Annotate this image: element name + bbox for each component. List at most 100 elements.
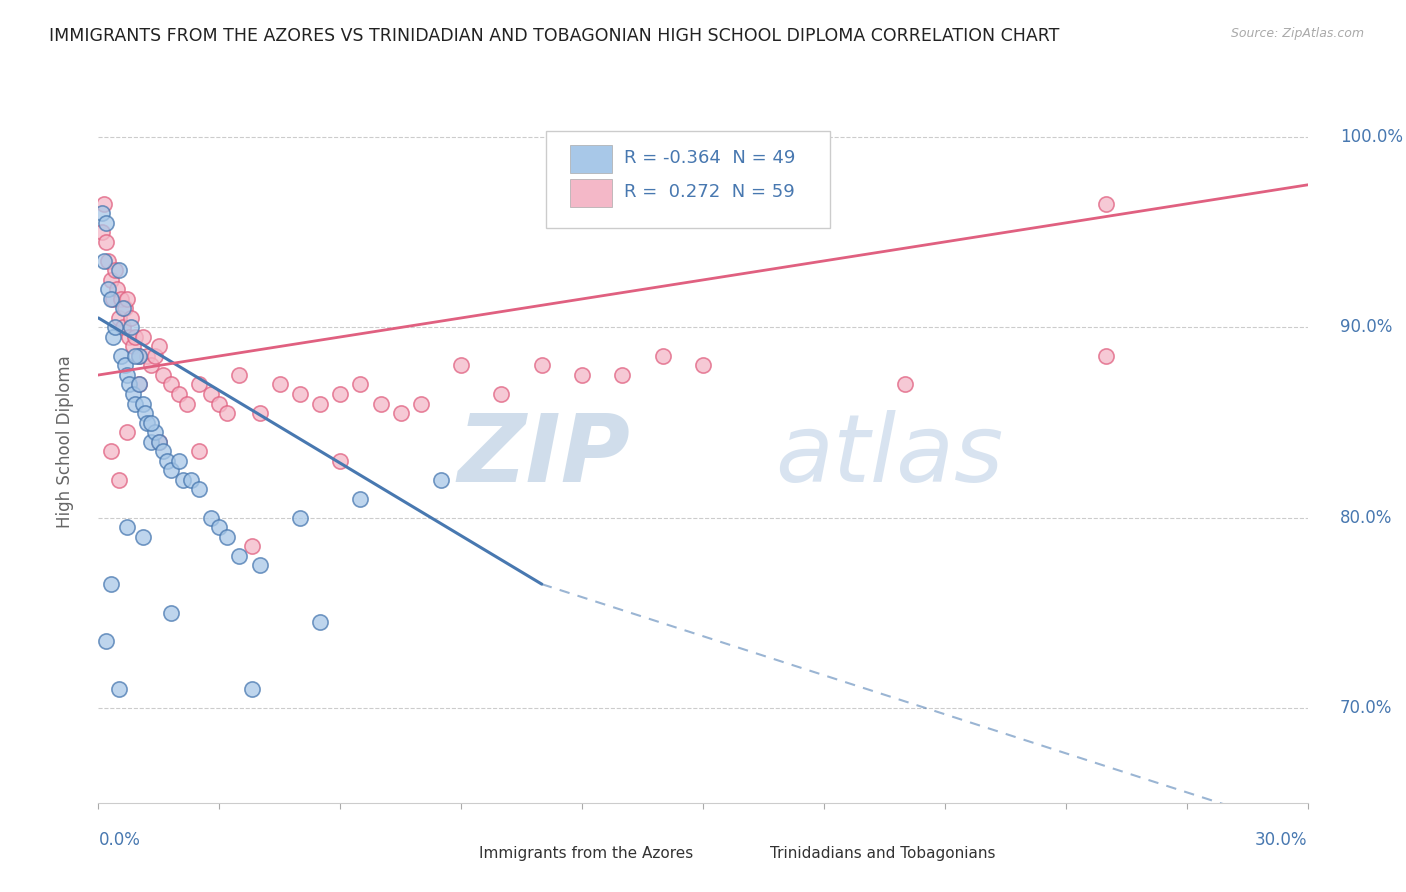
Point [167,453,190,467]
Point [91,226,114,240]
Point [101,330,124,344]
Point [1095,197,1118,211]
Point [349,377,371,392]
Text: 70.0%: 70.0% [1340,698,1392,717]
Point [132,396,155,410]
Text: R =  0.272  N = 59: R = 0.272 N = 59 [624,183,796,202]
Point [100,273,122,287]
Text: 90.0%: 90.0% [1340,318,1392,336]
Point [156,453,179,467]
Point [107,681,129,696]
Point [269,377,291,392]
Point [128,349,150,363]
Point [135,416,157,430]
Point [135,349,157,363]
Point [288,510,311,524]
Point [200,387,222,401]
FancyBboxPatch shape [727,843,763,864]
Point [97,254,120,268]
Point [450,359,472,373]
Point [115,425,138,439]
Point [121,339,143,353]
Point [208,396,231,410]
Point [152,444,174,458]
Point [103,320,125,334]
Point [1095,349,1118,363]
Text: IMMIGRANTS FROM THE AZORES VS TRINIDADIAN AND TOBAGONIAN HIGH SCHOOL DIPLOMA COR: IMMIGRANTS FROM THE AZORES VS TRINIDADIA… [49,27,1060,45]
Point [96,235,118,249]
FancyBboxPatch shape [569,179,613,207]
Point [249,558,271,573]
Point [110,292,132,306]
Point [160,463,183,477]
FancyBboxPatch shape [569,145,613,173]
Point [100,444,122,458]
Point [100,577,122,591]
Point [651,349,673,363]
Point [124,330,146,344]
Point [160,377,183,392]
Point [124,349,146,363]
Point [188,444,211,458]
Point [115,520,138,534]
Point [530,359,553,373]
Point [143,349,166,363]
Point [107,263,129,277]
Point [188,482,211,496]
Point [160,606,183,620]
Point [100,292,122,306]
Point [409,396,432,410]
Point [103,263,125,277]
Text: ZIP: ZIP [457,410,630,502]
Point [118,330,141,344]
Point [430,473,453,487]
Point [124,396,146,410]
Point [148,339,170,353]
Point [115,292,138,306]
Point [309,615,332,630]
Point [148,434,170,449]
Point [111,320,134,334]
Y-axis label: High School Diploma: High School Diploma [56,355,75,528]
Point [288,387,311,401]
Point [107,473,129,487]
Point [217,406,239,420]
Point [120,320,142,334]
Point [349,491,371,506]
Point [240,539,263,553]
Point [217,530,239,544]
Point [93,197,115,211]
Point [114,359,136,373]
Text: 100.0%: 100.0% [1340,128,1403,146]
Point [208,520,231,534]
Point [105,282,128,296]
Point [571,368,593,382]
Text: 0.0%: 0.0% [98,831,141,849]
Point [121,387,143,401]
Point [139,434,162,449]
Point [491,387,513,401]
Point [128,377,150,392]
Point [240,681,263,696]
Point [148,434,170,449]
Point [128,377,150,392]
Text: Trinidadians and Tobagonians: Trinidadians and Tobagonians [769,846,995,861]
Point [132,530,155,544]
Point [139,416,162,430]
Point [118,377,141,392]
Point [114,301,136,316]
Point [139,359,162,373]
Point [111,301,134,316]
Point [612,368,634,382]
Point [152,368,174,382]
Point [132,330,155,344]
Point [91,206,114,220]
FancyBboxPatch shape [546,131,830,228]
Point [176,396,198,410]
Point [329,453,352,467]
Text: R = -0.364  N = 49: R = -0.364 N = 49 [624,149,796,168]
Text: Source: ZipAtlas.com: Source: ZipAtlas.com [1230,27,1364,40]
Point [101,292,124,306]
Point [96,216,118,230]
Point [188,377,211,392]
